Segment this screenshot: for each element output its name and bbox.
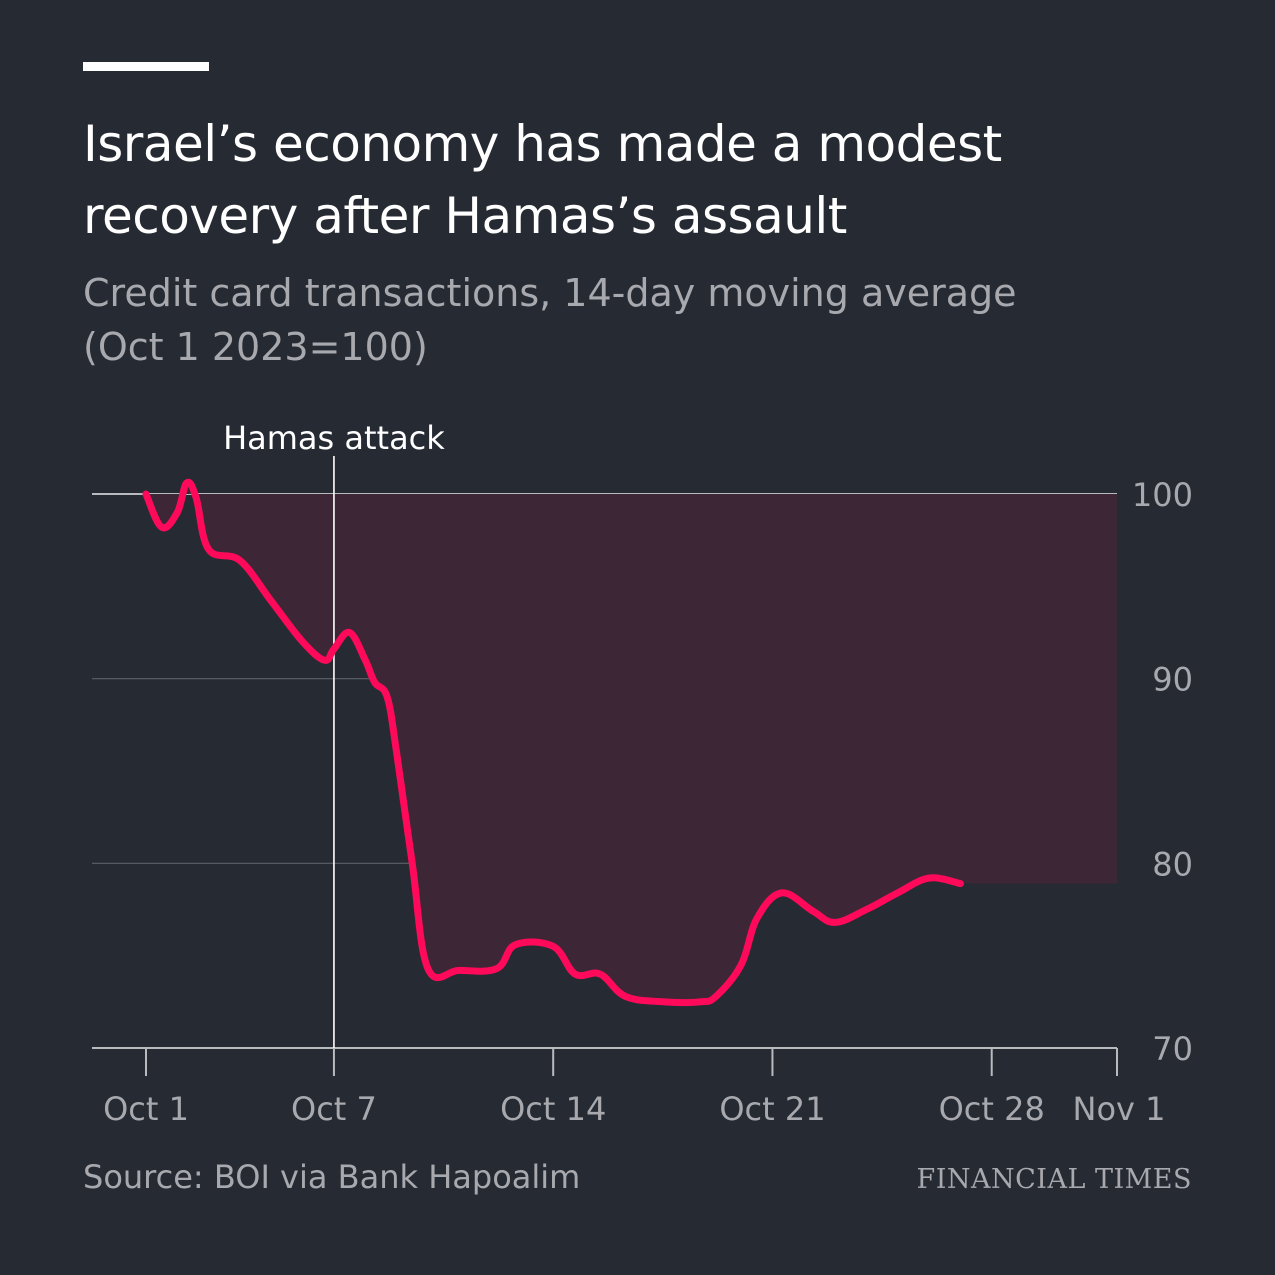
series-point [741,964,742,965]
x-tick-label: Oct 7 [291,1090,377,1128]
y-axis: 70 80 90 100 [1132,476,1193,1068]
series-point [349,632,350,633]
series-point [146,494,147,495]
series-point [553,946,554,947]
series-point [396,752,397,753]
x-tick-label: Nov 1 [1073,1090,1166,1128]
series-point [387,697,388,698]
series-point [459,970,460,971]
source-note: Source: BOI via Bank Hapoalim [83,1158,581,1196]
series-point [756,918,757,919]
series-point [427,968,428,969]
series-point [196,497,197,498]
brand-accent-bar [83,62,209,71]
x-axis: Oct 1 Oct 7 Oct 14 Oct 21 Oct 28 Nov 1 [103,1048,1165,1128]
chart-subtitle-line1: Credit card transactions, 14-day moving … [83,271,1017,315]
series-point [208,549,209,550]
attack-annotation: Hamas attack [223,419,445,1048]
series-point [600,974,601,975]
series-point [781,892,782,893]
series-point [365,660,366,661]
series-line [142,478,964,1007]
series-point [575,974,576,975]
series-point [866,909,867,910]
series-point [161,527,162,528]
series-point [662,1001,663,1002]
series-point [700,1001,701,1002]
series-point [716,996,717,997]
series-point [324,660,325,661]
y-tick-label: 100 [1132,476,1193,514]
y-tick-label: 70 [1152,1030,1193,1068]
y-tick-label: 80 [1152,845,1193,883]
series-point [186,482,187,483]
series-point [412,863,413,864]
annotation-label: Hamas attack [223,419,445,457]
x-tick-label: Oct 14 [500,1090,606,1128]
chart-subtitle: Credit card transactions, 14-day moving … [83,266,1083,374]
x-tick-label: Oct 21 [719,1090,825,1128]
x-tick-label: Oct 28 [939,1090,1045,1128]
series-point [271,601,272,602]
series-point [813,911,814,912]
series-point [496,968,497,969]
series-point [960,883,961,884]
series-point [374,682,375,683]
series-point [897,892,898,893]
series-point [177,512,178,513]
x-tick-label: Oct 1 [103,1090,189,1128]
y-tick-label: 90 [1152,661,1193,699]
series-point [625,996,626,997]
series-point [333,649,334,650]
chart-title: Israel’s economy has made a modest recov… [83,115,1002,245]
series-point [302,641,303,642]
series-point [515,944,516,945]
series-point [835,922,836,923]
ft-logo: FINANCIAL TIMES [916,1164,1192,1195]
series-point [929,878,930,879]
gap-to-baseline-area [146,482,1117,1003]
series-point [239,560,240,561]
chart-subtitle-line2: (Oct 1 2023=100) [83,325,428,369]
